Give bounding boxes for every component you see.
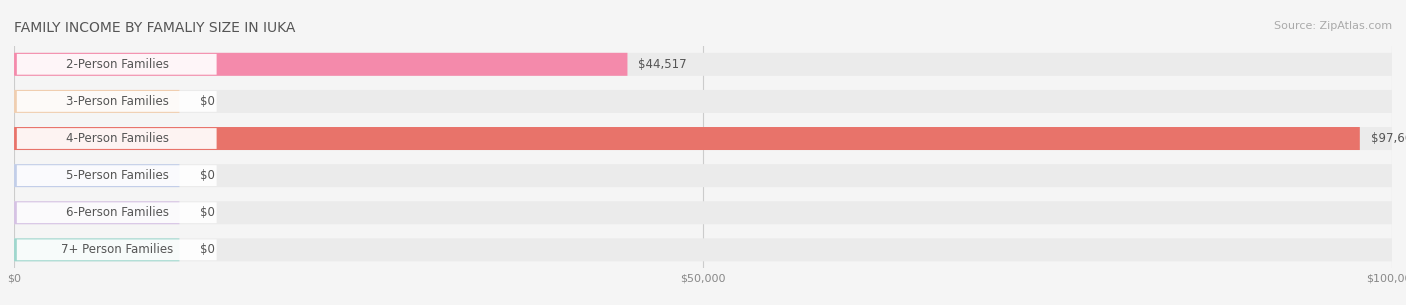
FancyBboxPatch shape xyxy=(17,54,217,75)
Text: 7+ Person Families: 7+ Person Families xyxy=(62,243,173,256)
Text: $0: $0 xyxy=(200,206,215,219)
FancyBboxPatch shape xyxy=(14,201,180,224)
FancyBboxPatch shape xyxy=(17,165,217,186)
FancyBboxPatch shape xyxy=(14,127,1360,150)
Text: $0: $0 xyxy=(200,243,215,256)
FancyBboxPatch shape xyxy=(17,239,217,260)
FancyBboxPatch shape xyxy=(14,53,1392,76)
Text: 6-Person Families: 6-Person Families xyxy=(66,206,169,219)
Text: 5-Person Families: 5-Person Families xyxy=(66,169,169,182)
Text: 3-Person Families: 3-Person Families xyxy=(66,95,169,108)
FancyBboxPatch shape xyxy=(14,127,1392,150)
Text: Source: ZipAtlas.com: Source: ZipAtlas.com xyxy=(1274,21,1392,31)
Text: 2-Person Families: 2-Person Families xyxy=(66,58,169,71)
FancyBboxPatch shape xyxy=(17,128,217,149)
FancyBboxPatch shape xyxy=(14,238,1392,261)
Text: 4-Person Families: 4-Person Families xyxy=(66,132,169,145)
FancyBboxPatch shape xyxy=(14,164,1392,187)
FancyBboxPatch shape xyxy=(14,164,180,187)
FancyBboxPatch shape xyxy=(14,238,180,261)
FancyBboxPatch shape xyxy=(17,202,217,223)
Text: FAMILY INCOME BY FAMALIY SIZE IN IUKA: FAMILY INCOME BY FAMALIY SIZE IN IUKA xyxy=(14,21,295,35)
FancyBboxPatch shape xyxy=(14,53,627,76)
FancyBboxPatch shape xyxy=(14,90,180,113)
Text: $44,517: $44,517 xyxy=(638,58,688,71)
FancyBboxPatch shape xyxy=(14,90,1392,113)
FancyBboxPatch shape xyxy=(14,201,1392,224)
Text: $0: $0 xyxy=(200,169,215,182)
FancyBboxPatch shape xyxy=(17,91,217,112)
Text: $0: $0 xyxy=(200,95,215,108)
Text: $97,669: $97,669 xyxy=(1371,132,1406,145)
